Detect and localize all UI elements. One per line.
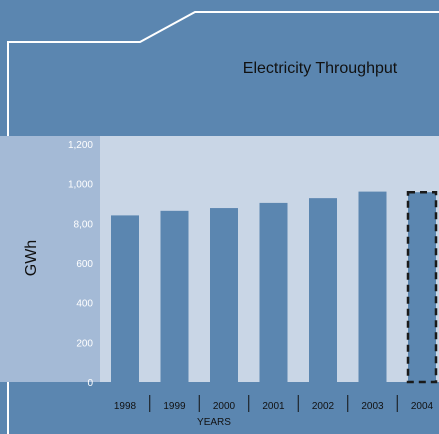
x-tick-label: 1998 <box>114 401 137 412</box>
bar-2003 <box>358 191 387 382</box>
y-tick-label: 0 <box>87 378 93 389</box>
y-tick-label: 400 <box>76 299 93 310</box>
y-tick-label: 200 <box>76 338 93 349</box>
y-tick-label: 8,00 <box>74 219 94 230</box>
bars <box>111 190 438 384</box>
x-tick-label: 1999 <box>163 401 186 412</box>
x-tick-label: 2000 <box>213 401 236 412</box>
x-axis-label: YEARS <box>197 417 231 428</box>
bar-2001 <box>259 202 288 382</box>
x-tick-label: 2001 <box>262 401 285 412</box>
chart-title: Electricity Throughput <box>243 60 398 77</box>
y-tick-label: 1,000 <box>68 180 93 191</box>
y-tick-label: 1,200 <box>68 140 93 151</box>
x-tick-label: 2002 <box>312 401 335 412</box>
y-tick-labels: 0 200 400 600 8,00 1,000 1,200 <box>68 140 93 389</box>
bar-1998 <box>111 215 139 382</box>
x-tick-label: 2004 <box>411 401 434 412</box>
x-tick-label: 2003 <box>361 401 384 412</box>
bar-2000 <box>210 208 238 382</box>
bar-1999 <box>160 210 189 382</box>
bar-2002 <box>309 198 337 382</box>
y-axis-label: GWh <box>23 240 40 276</box>
x-tick-labels: 1998 1999 2000 2001 2002 2003 2004 <box>114 395 434 412</box>
bar-2004-highlighted <box>406 190 438 384</box>
y-tick-label: 600 <box>76 259 93 270</box>
y-axis-band <box>0 136 100 382</box>
